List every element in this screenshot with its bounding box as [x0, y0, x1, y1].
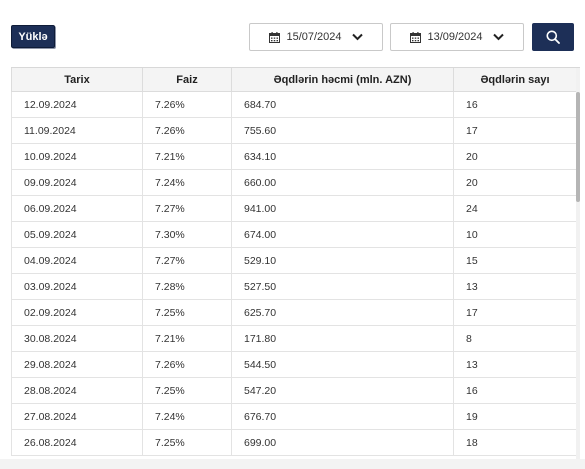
date-to-picker[interactable]: 13/09/2024 [390, 23, 524, 51]
cell-rate: 7.27% [142, 195, 232, 222]
cell-volume: 699.00 [231, 429, 454, 456]
table-row[interactable]: 26.08.2024 7.25% 699.00 18 [11, 429, 577, 456]
column-header-count[interactable]: Əqdlərin sayı [453, 68, 577, 92]
cell-count: 24 [453, 195, 577, 222]
cell-volume: 941.00 [231, 195, 454, 222]
table-row[interactable]: 03.09.2024 7.28% 527.50 13 [11, 273, 577, 300]
table-header-row: Tarix Faiz Əqdlərin həcmi (mln. AZN) Əqd… [11, 68, 577, 92]
cell-count: 10 [453, 221, 577, 248]
table-row[interactable]: 29.08.2024 7.26% 544.50 13 [11, 351, 577, 378]
cell-volume: 755.60 [231, 117, 454, 144]
upload-button[interactable]: Yüklə [11, 25, 55, 48]
table-row[interactable]: 04.09.2024 7.27% 529.10 15 [11, 247, 577, 274]
cell-volume: 547.20 [231, 377, 454, 404]
table-row[interactable]: 30.08.2024 7.21% 171.80 8 [11, 325, 577, 352]
cell-volume: 674.00 [231, 221, 454, 248]
data-table-container[interactable]: Tarix Faiz Əqdlərin həcmi (mln. AZN) Əqd… [11, 67, 580, 460]
column-header-rate[interactable]: Faiz [142, 68, 232, 92]
cell-volume: 527.50 [231, 273, 454, 300]
cell-date: 02.09.2024 [11, 299, 143, 326]
search-icon [546, 30, 560, 44]
search-button[interactable] [532, 23, 574, 51]
cell-date: 29.08.2024 [11, 351, 143, 378]
cell-volume: 625.70 [231, 299, 454, 326]
toolbar: Yüklə 15/07/2024 [0, 0, 585, 66]
cell-count: 16 [453, 91, 577, 118]
table-row[interactable]: 10.09.2024 7.21% 634.10 20 [11, 143, 577, 170]
table-row[interactable]: 05.09.2024 7.30% 674.00 10 [11, 221, 577, 248]
date-from-value: 15/07/2024 [286, 31, 342, 43]
cell-count: 16 [453, 377, 577, 404]
calendar-icon [269, 31, 281, 43]
calendar-icon [410, 31, 422, 43]
cell-rate: 7.25% [142, 299, 232, 326]
cell-count: 19 [453, 403, 577, 430]
cell-count: 13 [453, 273, 577, 300]
cell-date: 28.08.2024 [11, 377, 143, 404]
table-row[interactable]: 11.09.2024 7.26% 755.60 17 [11, 117, 577, 144]
cell-count: 17 [453, 117, 577, 144]
cell-volume: 529.10 [231, 247, 454, 274]
chevron-down-icon [351, 33, 363, 41]
cell-date: 10.09.2024 [11, 143, 143, 170]
cell-volume: 684.70 [231, 91, 454, 118]
cell-rate: 7.24% [142, 169, 232, 196]
cell-volume: 171.80 [231, 325, 454, 352]
cell-rate: 7.21% [142, 325, 232, 352]
cell-rate: 7.25% [142, 429, 232, 456]
page-footer-band [0, 459, 585, 469]
cell-rate: 7.26% [142, 351, 232, 378]
cell-count: 15 [453, 247, 577, 274]
cell-volume: 544.50 [231, 351, 454, 378]
cell-count: 17 [453, 299, 577, 326]
cell-count: 20 [453, 169, 577, 196]
cell-count: 8 [453, 325, 577, 352]
cell-count: 20 [453, 143, 577, 170]
cell-date: 09.09.2024 [11, 169, 143, 196]
scrollbar-thumb[interactable] [576, 92, 580, 202]
cell-volume: 676.70 [231, 403, 454, 430]
cell-date: 12.09.2024 [11, 91, 143, 118]
cell-volume: 660.00 [231, 169, 454, 196]
column-header-volume[interactable]: Əqdlərin həcmi (mln. AZN) [231, 68, 454, 92]
table-row[interactable]: 02.09.2024 7.25% 625.70 17 [11, 299, 577, 326]
table-row[interactable]: 28.08.2024 7.25% 547.20 16 [11, 377, 577, 404]
cell-rate: 7.30% [142, 221, 232, 248]
cell-rate: 7.26% [142, 117, 232, 144]
table-row[interactable]: 09.09.2024 7.24% 660.00 20 [11, 169, 577, 196]
cell-date: 27.08.2024 [11, 403, 143, 430]
cell-date: 03.09.2024 [11, 273, 143, 300]
cell-rate: 7.27% [142, 247, 232, 274]
cell-rate: 7.25% [142, 377, 232, 404]
cell-date: 30.08.2024 [11, 325, 143, 352]
cell-rate: 7.28% [142, 273, 232, 300]
cell-date: 26.08.2024 [11, 429, 143, 456]
chevron-down-icon [492, 33, 504, 41]
cell-date: 05.09.2024 [11, 221, 143, 248]
table-row[interactable]: 12.09.2024 7.26% 684.70 16 [11, 91, 577, 118]
date-from-picker[interactable]: 15/07/2024 [249, 23, 383, 51]
cell-rate: 7.26% [142, 91, 232, 118]
cell-count: 13 [453, 351, 577, 378]
table-body: 12.09.2024 7.26% 684.70 16 11.09.2024 7.26% 75… [11, 91, 577, 456]
table-scrollbar[interactable] [576, 68, 580, 460]
cell-date: 04.09.2024 [11, 247, 143, 274]
cell-rate: 7.24% [142, 403, 232, 430]
table-row[interactable]: 27.08.2024 7.24% 676.70 19 [11, 403, 577, 430]
cell-count: 18 [453, 429, 577, 456]
cell-date: 11.09.2024 [11, 117, 143, 144]
data-table: Tarix Faiz Əqdlərin həcmi (mln. AZN) Əqd… [11, 68, 577, 456]
cell-volume: 634.10 [231, 143, 454, 170]
table-row[interactable]: 06.09.2024 7.27% 941.00 24 [11, 195, 577, 222]
cell-date: 06.09.2024 [11, 195, 143, 222]
column-header-date[interactable]: Tarix [11, 68, 143, 92]
date-to-value: 13/09/2024 [427, 31, 483, 43]
cell-rate: 7.21% [142, 143, 232, 170]
